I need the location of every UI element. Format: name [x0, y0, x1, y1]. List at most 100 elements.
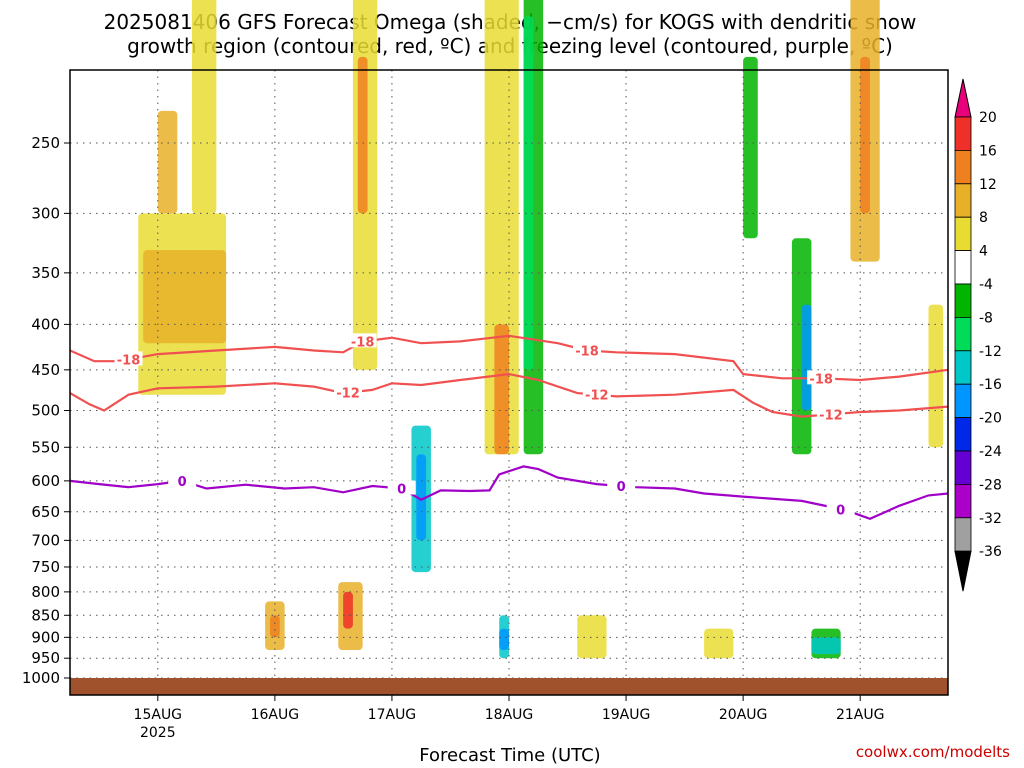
colorbar-band [954, 350, 972, 385]
x-tick-year: 2025 [140, 725, 176, 741]
colorbar-band [954, 116, 972, 151]
y-tick-label: 300 [31, 204, 60, 222]
colorbar-label: -8 [979, 310, 993, 326]
contour-line [69, 372, 949, 418]
contour-label: -12 [819, 408, 843, 423]
colorbar-label: 4 [979, 244, 988, 260]
y-tick-label: 550 [31, 438, 60, 456]
contour-label: -18 [351, 335, 375, 350]
y-tick-label: 900 [31, 628, 60, 646]
contour-label-bg [348, 333, 377, 348]
omega-cell [860, 56, 870, 214]
colorbar-label: -24 [979, 444, 1002, 460]
x-tick-label: 21AUG [836, 707, 885, 723]
credit-link[interactable]: coolwx.com/modelts [856, 743, 1010, 761]
omega-cell [811, 637, 841, 655]
colorbar-top-triangle [954, 78, 972, 118]
colorbar-band [954, 316, 972, 352]
contour-label-bg [826, 501, 855, 516]
y-tick-label: 450 [31, 361, 60, 379]
omega-cell [577, 615, 607, 659]
omega-cell [484, 0, 519, 455]
contour-label-bg [807, 370, 836, 385]
contour-label: -18 [575, 344, 599, 359]
colorbar-band [954, 149, 972, 185]
contour-label: 0 [397, 483, 406, 498]
pressure-axis: 250 300 350 400 450 500 550 600 650 700 750 800 850 9… [22, 134, 70, 687]
plot-area: -18 -18 -18 -18 -12 -12 -12 0 0 0 0 [69, 0, 949, 696]
omega-shading [138, 0, 944, 659]
y-tick-label: 750 [31, 558, 60, 576]
colorbar-band [954, 250, 972, 285]
y-tick-label: 950 [31, 649, 60, 667]
colorbar-label: 8 [979, 210, 988, 226]
omega-cell [416, 454, 427, 541]
y-tick-label: 800 [31, 583, 60, 601]
contour-label-bg [582, 386, 611, 401]
y-tick-label: 600 [31, 472, 60, 490]
contour-label-bg [816, 406, 845, 421]
omega-cell [801, 304, 812, 411]
contour-label-bg [334, 384, 363, 399]
colorbar-label: 16 [979, 143, 997, 159]
y-tick-label: 1000 [22, 669, 60, 687]
y-tick-label: 500 [31, 402, 60, 420]
contour-label-bg [607, 478, 636, 493]
colorbar: 20 16 12 8 4 -4 -8 -12 -16 -20 -24 -28 -32 -36 [954, 78, 1002, 592]
omega-cell [704, 628, 734, 659]
x-tick-label: 20AUG [719, 707, 768, 723]
colorbar-label: -16 [979, 377, 1002, 393]
contour-label-bg [387, 480, 416, 495]
y-tick-label: 650 [31, 503, 60, 521]
colorbar-label: -36 [979, 544, 1002, 560]
y-tick-label: 250 [31, 134, 60, 152]
omega-cell [499, 628, 509, 650]
colorbar-label: -20 [979, 411, 1002, 427]
ground-surface [70, 678, 948, 695]
contour-label-bg [573, 342, 602, 357]
colorbar-label: -32 [979, 511, 1002, 527]
y-tick-label: 350 [31, 264, 60, 282]
contour-label: -12 [585, 389, 609, 404]
x-tick-label: 16AUG [251, 707, 300, 723]
colorbar-bottom-triangle [954, 550, 972, 592]
colorbar-band [954, 517, 972, 552]
colorbar-label: 20 [979, 110, 997, 126]
omega-cell [357, 56, 368, 214]
contour-label: -18 [117, 353, 141, 368]
x-tick-label: 18AUG [485, 707, 534, 723]
time-axis: 15AUG 2025 16AUG 17AUG 18AUG 19AUG 20AUG 21AUG [134, 695, 885, 741]
colorbar-label: -12 [979, 344, 1002, 360]
x-axis-label: Forecast Time (UTC) [419, 745, 600, 766]
omega-cell [143, 250, 227, 344]
omega-cell [157, 110, 178, 214]
colorbar-band [954, 283, 972, 318]
contour-label: 0 [836, 503, 845, 518]
contour-line [69, 465, 949, 520]
contour-lines: -18 -18 -18 -18 -12 -12 -12 0 0 0 0 [69, 333, 949, 520]
x-tick-label: 19AUG [602, 707, 651, 723]
x-tick-label: 15AUG [134, 707, 183, 723]
y-tick-label: 700 [31, 531, 60, 549]
contour-label: -12 [336, 387, 360, 402]
omega-cell [269, 615, 280, 638]
omega-cell [494, 324, 509, 455]
colorbar-label: -4 [979, 277, 993, 293]
colorbar-band [954, 383, 972, 419]
contour-label-bg [114, 351, 143, 366]
colorbar-label: -28 [979, 477, 1002, 493]
contour-label: 0 [617, 480, 626, 495]
contour-label-bg [168, 472, 197, 487]
contour-label: -18 [809, 372, 833, 387]
colorbar-band [954, 450, 972, 485]
colorbar-band [954, 183, 972, 218]
y-tick-label: 850 [31, 606, 60, 624]
omega-cell [928, 304, 944, 448]
omega-cell [743, 56, 758, 239]
omega-cell [523, 16, 534, 370]
y-tick-label: 400 [31, 315, 60, 333]
colorbar-label: 12 [979, 177, 997, 193]
omega-cell [191, 0, 217, 214]
contour-label: 0 [178, 475, 187, 490]
